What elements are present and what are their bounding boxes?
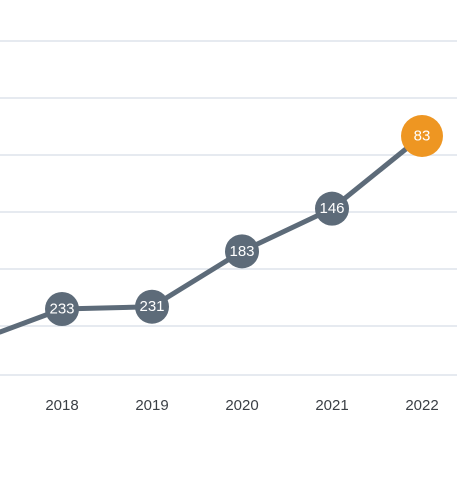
data-point-marker (135, 289, 169, 324)
data-label: 83 (414, 128, 431, 145)
x-tick-label: 2022 (405, 397, 438, 414)
x-tick-label: 2021 (315, 397, 348, 414)
chart-grid (0, 40, 457, 376)
data-label: 231 (139, 298, 164, 315)
data-label: 233 (49, 301, 74, 318)
chart-points: 233 231 183 146 83 (45, 115, 443, 326)
data-label: 183 (229, 243, 254, 260)
x-tick-label: 2019 (135, 397, 168, 414)
data-point-marker (45, 292, 79, 326)
x-axis-ticks: 2018 2019 2020 2021 2022 (45, 397, 438, 414)
data-point-marker (315, 191, 349, 226)
data-point-marker (225, 234, 259, 269)
x-tick-label: 2018 (45, 397, 78, 414)
highlight-point-marker (401, 115, 443, 157)
data-label: 146 (319, 200, 344, 217)
x-tick-label: 2020 (225, 397, 258, 414)
